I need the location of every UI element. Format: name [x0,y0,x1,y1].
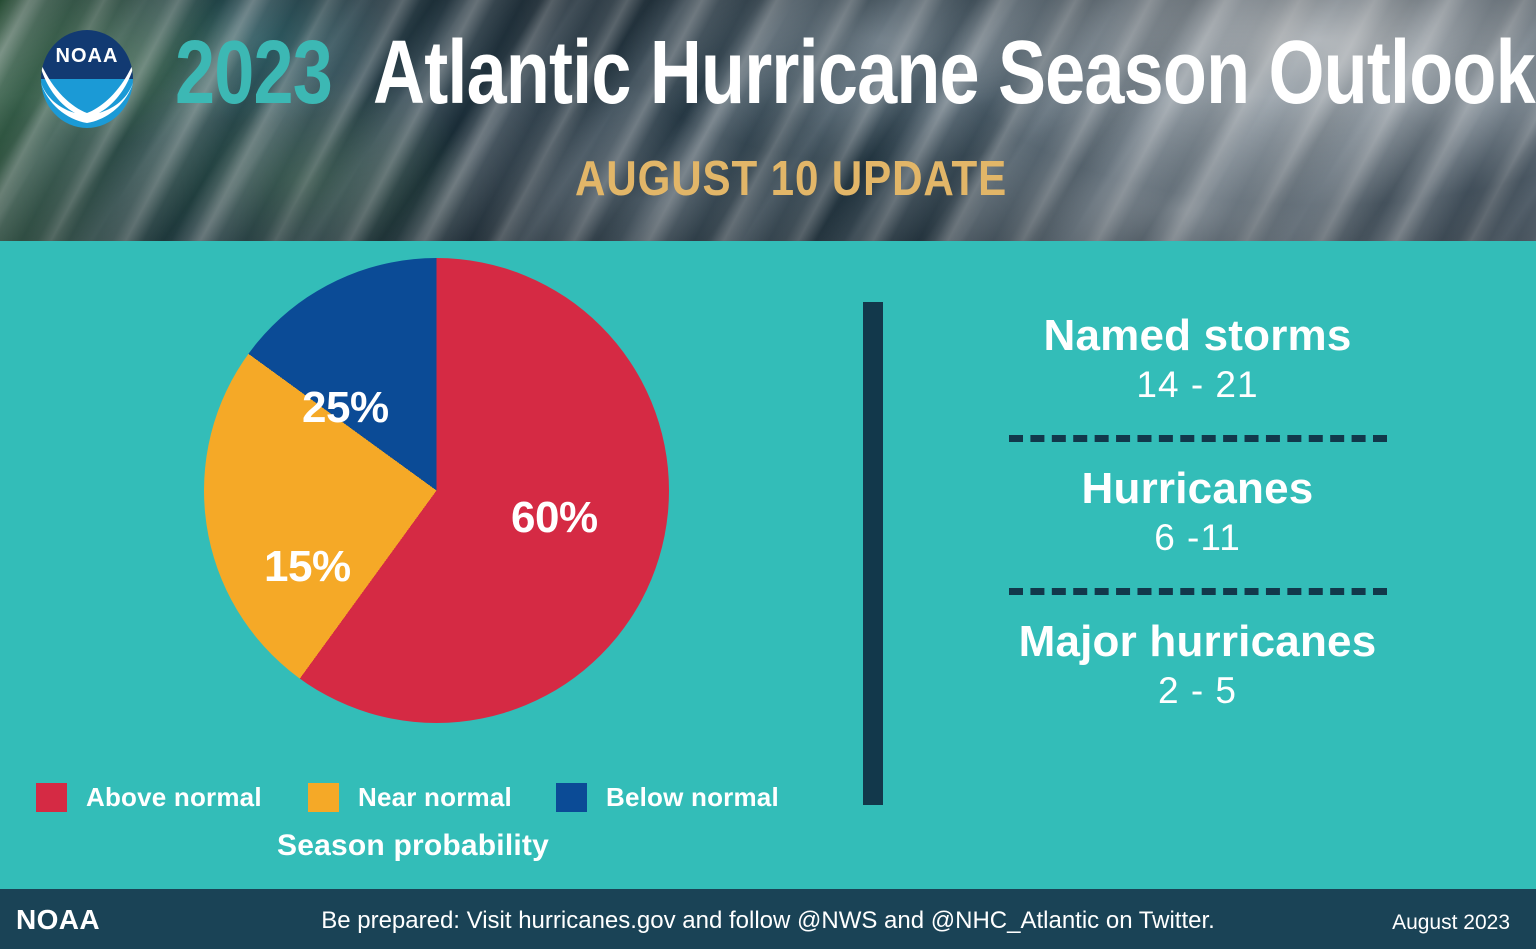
stat-separator-1 [1008,435,1387,442]
stat-separator-2 [1008,588,1387,595]
noaa-logo-text: NOAA [56,45,119,67]
footer-brand: NOAA [16,904,101,935]
main-content: 60% 25% 15% Above normal Near normal Bel… [0,241,1536,889]
legend-label-near-normal: Near normal [358,782,512,812]
title-year: 2023 [175,23,333,123]
legend-item-near-normal: Near normal [308,779,512,815]
pie-slices [204,258,669,723]
stat-label-hurricanes: Hurricanes [1081,464,1314,513]
stat-range-hurricanes: 6 -11 [1154,517,1241,558]
chart-caption: Season probability [277,829,549,862]
subtitle-update: AUGUST 10 UPDATE [575,152,1008,206]
legend-item-above-normal: Above normal [36,779,262,815]
stat-range-major-hurricanes: 2 - 5 [1157,670,1238,711]
header-vignette-overlay [0,0,1536,241]
legend-swatch-above-normal [36,782,67,812]
stat-block-named-storms: Named storms 14 - 21 [960,311,1435,409]
page-title: 2023 Atlantic Hurricane Season Outlook [175,21,1536,125]
pie-label-near-normal: 25% [302,383,389,432]
legend-swatch-near-normal [308,782,339,812]
stat-range-named-storms: 14 - 21 [1136,364,1259,405]
title-text: Atlantic Hurricane Season Outlook [373,23,1536,123]
stat-block-hurricanes: Hurricanes 6 -11 [960,464,1435,562]
footer-date: August 2023 [1392,911,1510,934]
season-probability-pie-chart: 60% 25% 15% [204,258,669,723]
legend-item-below-normal: Below normal [556,779,779,815]
pie-label-above-normal: 60% [511,493,598,542]
stat-block-major-hurricanes: Major hurricanes 2 - 5 [960,617,1435,715]
stat-label-major-hurricanes: Major hurricanes [1018,617,1377,666]
noaa-logo-icon: NOAA [41,30,133,128]
footer-bar: NOAA Be prepared: Visit hurricanes.gov a… [0,889,1536,949]
header-banner: NOAA 2023 Atlantic Hurricane Season Outl… [0,0,1536,241]
vertical-divider [863,302,883,805]
pie-label-below-normal: 15% [264,542,351,591]
footer-message: Be prepared: Visit hurricanes.gov and fo… [321,907,1215,934]
legend-label-above-normal: Above normal [86,782,262,812]
stat-label-named-storms: Named storms [1043,311,1352,360]
legend-label-below-normal: Below normal [606,782,779,812]
chart-legend: Above normal Near normal Below normal [36,779,816,815]
satellite-imagery-background [0,0,1536,241]
legend-swatch-below-normal [556,782,587,812]
forecast-stats-panel: Named storms 14 - 21 Hurricanes 6 -11 Ma… [960,311,1435,715]
